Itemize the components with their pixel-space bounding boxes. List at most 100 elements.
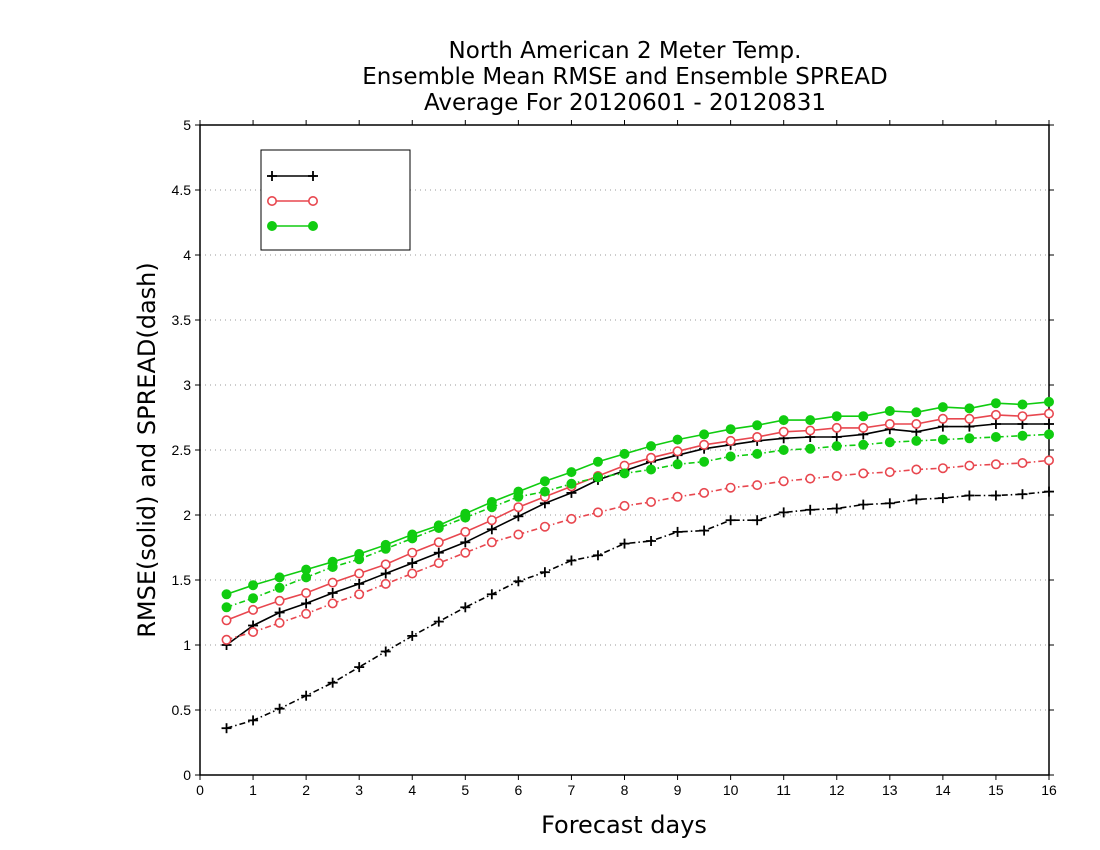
- series-1-spread-point-11: [513, 529, 524, 540]
- x-tick-label-12: 12: [829, 782, 845, 798]
- series-1-rmse-point-2: [274, 595, 285, 606]
- series-2-rmse-point-30: [1017, 399, 1028, 410]
- series-2-rmse-point-10: [486, 497, 497, 507]
- title-line-3: Average For 20120601 - 20120831: [424, 90, 826, 116]
- series-2-spread-point-2: [274, 582, 285, 593]
- series-0-spread-point-5: [354, 662, 365, 673]
- series-0-rmse-point-4: [327, 588, 338, 598]
- series-2-rmse-point-5: [354, 549, 365, 559]
- x-tick-label-10: 10: [723, 782, 739, 798]
- series-0-spread-point-29: [990, 490, 1001, 501]
- series-1-spread-point-23: [831, 470, 842, 481]
- series-0-spread-point-0: [221, 723, 232, 734]
- legend-marker-left-2: [267, 221, 277, 231]
- series-2-spread-point-28: [964, 433, 975, 444]
- series-1-rmse-point-29: [990, 409, 1001, 420]
- series-1-rmse-point-21: [778, 426, 789, 437]
- series-0-spread-point-1: [248, 715, 259, 726]
- series-2-rmse-point-26: [911, 407, 922, 418]
- series-0-rmse-point-31: [1044, 419, 1054, 429]
- series-2-spread-point-22: [805, 443, 816, 454]
- series-1-rmse-point-11: [513, 502, 524, 513]
- series-2-rmse-point-11: [513, 486, 524, 497]
- series-0-rmse-line: [226, 423, 1049, 646]
- series-2-rmse-point-2: [274, 572, 285, 583]
- series-1-rmse-point-19: [725, 435, 736, 446]
- legend-entry-1: [266, 196, 318, 207]
- legend-box: [260, 149, 411, 251]
- series-1-spread-point-17: [672, 491, 683, 502]
- legend-marker-left-1: [266, 196, 277, 207]
- series-1-spread-point-18: [699, 487, 710, 498]
- legend-entries: [266, 171, 318, 231]
- series-1-rmse-point-4: [327, 577, 338, 588]
- series-2-spread-point-19: [725, 451, 736, 462]
- series-2-rmse-point-3: [301, 564, 312, 575]
- series-2-spread-line: [226, 433, 1050, 609]
- series-1-spread-point-24: [858, 468, 869, 479]
- series-2-spread-point-1: [248, 593, 259, 604]
- x-tick-label-15: 15: [988, 782, 1004, 798]
- legend-marker-right-0: [308, 171, 318, 181]
- series-1-spread-point-4: [327, 598, 338, 609]
- series-2-rmse-point-20: [752, 420, 763, 431]
- series-0-spread-point-25: [884, 498, 895, 509]
- series-2-rmse-point-13: [566, 467, 577, 478]
- series-1-spread-point-0: [221, 634, 232, 645]
- series-0: [221, 419, 1054, 734]
- series-0-spread-point-12: [539, 567, 550, 578]
- series-2-spread-point-31: [1044, 429, 1054, 440]
- x-tick-label-8: 8: [621, 782, 629, 798]
- series-2-spread-point-30: [1017, 430, 1028, 441]
- series-1-spread-point-16: [646, 496, 657, 507]
- series-2-rmse-point-15: [619, 448, 630, 459]
- series-1-spread-point-12: [539, 521, 550, 532]
- series-2-spread-point-16: [646, 464, 657, 475]
- series-1-rmse-point-10: [486, 515, 497, 526]
- series-2-rmse-point-17: [672, 434, 683, 445]
- series-layer: [221, 396, 1055, 734]
- series-2-rmse-point-29: [990, 398, 1001, 409]
- series-0-rmse-point-23: [831, 432, 842, 442]
- series-1-rmse-point-17: [672, 446, 683, 457]
- series-0-rmse-point-2: [274, 607, 285, 618]
- series-0-rmse-point-7: [407, 558, 418, 569]
- series-1-rmse-point-5: [354, 568, 365, 579]
- series-2-rmse-point-9: [460, 508, 471, 519]
- series-2-spread-point-13: [566, 478, 577, 489]
- series-0-rmse-point-8: [433, 547, 444, 558]
- series-0-spread-point-9: [460, 602, 471, 613]
- x-tick-label-5: 5: [461, 782, 469, 798]
- series-2-rmse-point-14: [592, 456, 603, 467]
- series-2-rmse-point-27: [937, 402, 948, 413]
- series-2-rmse-point-21: [778, 415, 789, 426]
- series-0-spread-point-10: [486, 589, 497, 600]
- series-2-rmse-point-1: [248, 580, 259, 591]
- series-0-rmse-point-9: [460, 537, 471, 548]
- series-0-spread-point-20: [752, 515, 763, 526]
- y-axis-title: RMSE(solid) and SPREAD(dash): [133, 262, 161, 638]
- series-1-rmse-line: [226, 412, 1050, 622]
- series-2-rmse-point-0: [221, 589, 232, 600]
- series-0-spread-point-16: [646, 536, 657, 546]
- legend: [260, 149, 411, 251]
- series-0-spread-line: [226, 490, 1050, 729]
- series-1-spread-point-28: [964, 460, 975, 471]
- series-0-spread-point-3: [301, 690, 312, 701]
- series-1-spread-point-14: [592, 507, 603, 518]
- x-tick-label-11: 11: [776, 782, 791, 798]
- legend-entry-2: [267, 221, 318, 231]
- series-2-rmse-point-8: [433, 520, 444, 531]
- series-1-spread-point-15: [619, 500, 630, 511]
- series-2-rmse-point-24: [858, 411, 869, 422]
- y-tick-label-0: 0: [183, 767, 191, 783]
- series-1-spread-point-31: [1044, 455, 1055, 466]
- x-tick-label-1: 1: [249, 782, 257, 798]
- y-tick-label-10: 5: [183, 117, 191, 133]
- series-0-spread-point-15: [619, 538, 630, 549]
- x-tick-label-13: 13: [882, 782, 898, 798]
- x-tick-label-9: 9: [674, 782, 682, 798]
- series-0-spread-point-24: [858, 499, 869, 510]
- series-1-spread-point-26: [911, 464, 922, 475]
- series-2-spread-point-26: [911, 435, 922, 446]
